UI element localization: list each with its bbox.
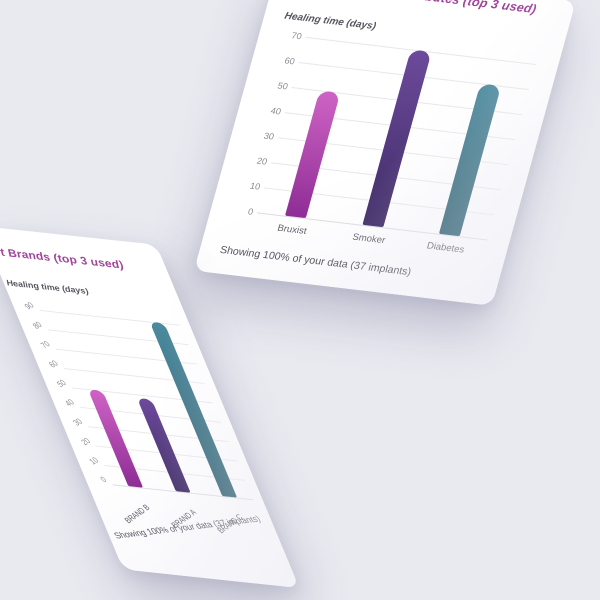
chart-title: Implant Brands (top 3 used) [0,241,126,272]
y-axis-label: Healing time (days) [283,10,378,33]
x-category-label-bruxist: Bruxist [276,222,308,237]
y-axis-label: Healing time (days) [4,278,91,296]
y-tick-label: 60 [46,358,61,370]
y-tick-label: 70 [38,339,53,351]
data-coverage-note: Showing 100% of your data (37 implants) [218,244,413,279]
x-category-label-smoker: Smoker [351,231,387,247]
y-tick-label: 50 [276,80,290,92]
x-category-label-diabetes: Diabetes [425,240,466,256]
y-tick-label: 0 [246,206,255,217]
chart-title: Healing with different risk attributes (… [239,0,538,16]
risk-attributes-chart-card: Healing with different risk attributes (… [193,0,576,306]
y-tick-label: 10 [248,180,262,192]
bar-bruxist [285,90,341,219]
y-tick-label: 50 [54,378,69,389]
bar-smoker [361,49,432,228]
y-tick-label: 0 [98,474,109,485]
y-tick-label: 20 [255,155,269,167]
chart-plot: 0 10 20 30 40 50 60 70 80 90 BRAND B BRAND A BRAND C [23,300,254,535]
y-tick-label: 60 [283,55,297,67]
bar-brand-a [136,398,191,493]
y-tick-label: 20 [79,436,93,448]
y-tick-label: 90 [22,300,36,312]
y-tick-label: 30 [71,416,85,428]
y-tick-label: 40 [269,105,283,117]
chart-plot: 0 10 20 30 40 50 60 70 Bruxist Smoker Diabetes [247,30,536,256]
bar-brand-b [87,389,144,488]
y-tick-label: 70 [290,30,303,42]
y-tick-label: 80 [30,319,45,331]
implant-brands-chart-card: Implant Brands (top 3 used) Healing time… [0,226,300,589]
y-tick-label: 30 [262,130,276,142]
y-tick-label: 10 [87,455,101,467]
y-tick-label: 40 [62,397,77,409]
